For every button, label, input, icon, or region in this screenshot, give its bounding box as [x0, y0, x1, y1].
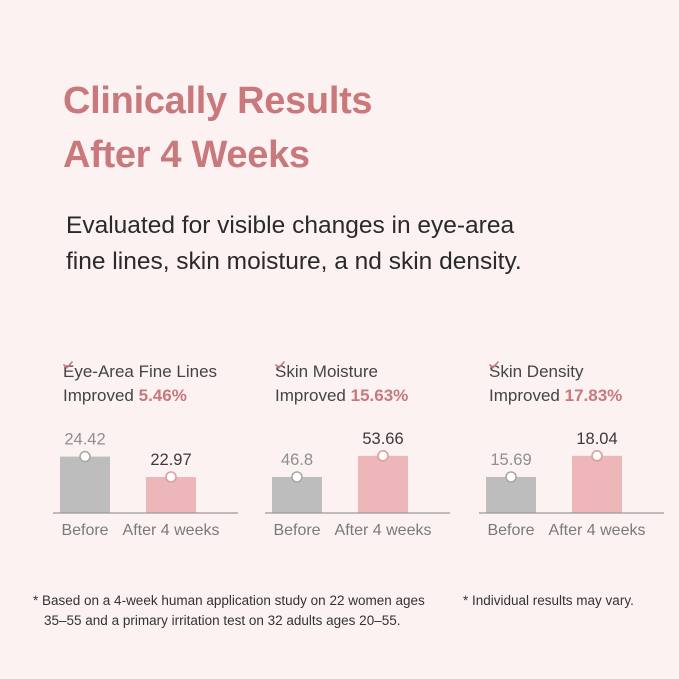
footnote-study-line-1: * Based on a 4-week human application st… [33, 593, 425, 608]
chart-title: Skin Moisture [275, 362, 378, 381]
bar-before [272, 477, 322, 513]
bar-value-label: 46.8 [281, 451, 313, 469]
category-label: After 4 weeks [123, 522, 220, 539]
bar-before [486, 477, 536, 513]
bar-value-label: 22.97 [150, 451, 191, 469]
improvement-line: Improved 15.63% [275, 384, 408, 408]
chart-skin-moisture: Skin Moisture Improved 15.63% 46.8 Before… [265, 360, 475, 550]
page-title: Clinically Results After 4 Weeks [63, 74, 373, 182]
improved-label: Improved [63, 386, 134, 405]
bar-point-marker [377, 450, 389, 462]
bar-after [358, 455, 408, 513]
bar-after [572, 455, 622, 513]
title-line-1: Clinically Results [63, 80, 373, 122]
category-label: Before [487, 522, 534, 539]
bar-point-marker [79, 450, 91, 463]
bar-after [146, 477, 196, 513]
bar-before [60, 456, 110, 513]
chart-header: Eye-Area Fine Lines Improved 5.46% [62, 360, 218, 408]
footnote-results-vary: * Individual results may vary. [463, 593, 634, 608]
bar-chart: 15.69 Before 18.04 After 4 weeks [479, 430, 664, 539]
bar-value-label: 18.04 [576, 430, 617, 448]
bar-value-label: 24.42 [64, 431, 105, 449]
bar-chart: 24.42 Before 22.97 After 4 weeks [53, 431, 238, 539]
bar-value-label: 53.66 [362, 430, 403, 448]
chart-title: Eye-Area Fine Lines [63, 362, 218, 381]
bar-point-marker [591, 450, 603, 462]
improvement-line: Improved 5.46% [63, 384, 217, 408]
bar-point-marker [165, 471, 177, 483]
category-label: After 4 weeks [335, 522, 432, 539]
check-icon [488, 360, 500, 369]
category-label: Before [273, 522, 320, 539]
improved-value: 17.83% [564, 386, 623, 405]
bar-value-label: 15.69 [490, 451, 531, 469]
improved-label: Improved [275, 386, 346, 405]
chart-skin-density: Skin Density Improved 17.83% 15.69 Before… [479, 360, 679, 550]
improved-value: 5.46% [138, 386, 187, 405]
chart-eye-area: Eye-Area Fine Lines Improved 5.46% 24.42… [53, 360, 263, 550]
improved-value: 15.63% [350, 386, 409, 405]
footnote-study: * Based on a 4-week human application st… [33, 591, 425, 631]
bar-point-marker [291, 471, 303, 483]
category-label: Before [61, 522, 108, 539]
footnote-study-line-2: 35–55 and a primary irritation test on 3… [44, 613, 401, 628]
improvement-line: Improved 17.83% [489, 384, 622, 408]
chart-title: Skin Density [489, 362, 584, 381]
bar-chart: 46.8 Before 53.66 After 4 weeks [265, 430, 450, 539]
bar-point-marker [505, 471, 517, 483]
check-icon [274, 360, 286, 369]
chart-header: Skin Density Improved 17.83% [488, 360, 622, 408]
chart-header: Skin Moisture Improved 15.63% [274, 360, 408, 408]
category-label: After 4 weeks [549, 522, 646, 539]
description: Evaluated for visible changes in eye-are… [66, 212, 522, 275]
improved-label: Improved [489, 386, 560, 405]
title-line-2: After 4 Weeks [63, 134, 310, 176]
check-icon [62, 360, 74, 369]
